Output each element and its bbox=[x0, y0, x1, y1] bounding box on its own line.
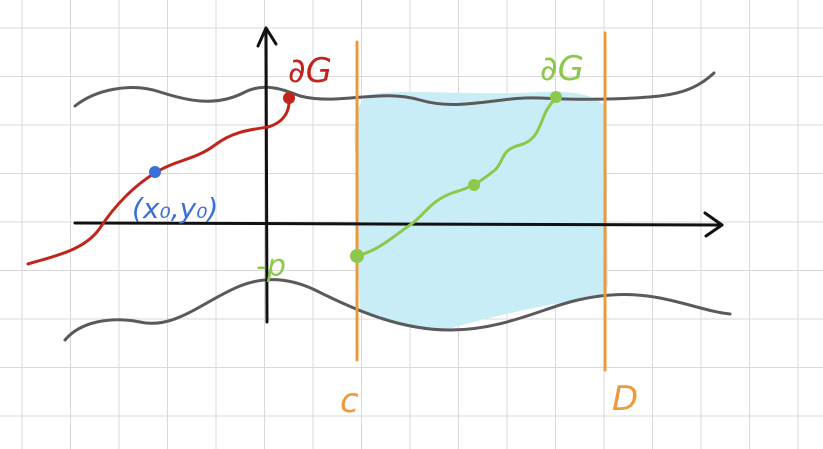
green-solution-curve bbox=[355, 95, 558, 258]
upper-boundary-curve bbox=[73, 71, 716, 108]
green-boundary-point bbox=[550, 91, 562, 103]
lower-boundary-curve bbox=[63, 278, 732, 342]
label-initial-point: (x₀,y₀) bbox=[132, 192, 218, 225]
initial-point-marker bbox=[149, 166, 161, 178]
label-d: D bbox=[612, 379, 638, 419]
axes bbox=[73, 26, 724, 324]
x-axis bbox=[73, 221, 724, 227]
shaded-region bbox=[354, 91, 608, 331]
green-mid-point bbox=[468, 179, 480, 191]
y-axis bbox=[264, 26, 269, 324]
label-c: c bbox=[340, 381, 359, 421]
y-axis-arrowhead bbox=[256, 26, 278, 48]
green-start-point bbox=[350, 249, 364, 263]
label-boundary-top-left: ∂G bbox=[288, 51, 332, 91]
red-boundary-point bbox=[283, 92, 295, 104]
red-solution-curve bbox=[26, 96, 291, 266]
label-boundary-top-right: ∂G bbox=[540, 49, 584, 89]
label-minus-p: -p bbox=[256, 249, 286, 284]
x-axis-arrowhead bbox=[703, 211, 724, 238]
